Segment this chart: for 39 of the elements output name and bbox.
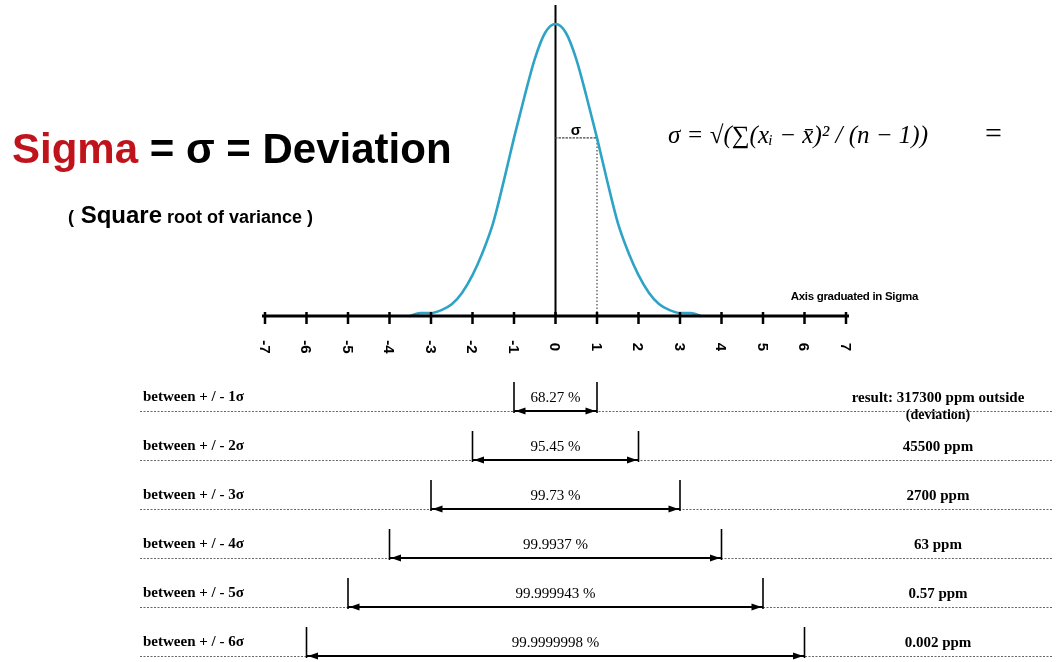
text: result: 317300 ppm outside (deviation) [851,389,1025,423]
text: = [985,116,1002,149]
x-tick-label: 3 [671,342,689,352]
y-tick-label: between + / - 2σ [143,437,245,453]
text: ( Square root of variance ) [68,201,314,228]
x-tick-label: -3 [422,340,440,354]
x-tick-label: -6 [298,340,315,354]
x-tick-label: 5 [754,342,772,352]
x-axis-title: Axis graduated in Sigma [790,290,919,302]
text: 2700 ppm [906,487,970,503]
x-tick-label: 0 [547,342,564,352]
text: 0.57 ppm [908,585,969,601]
annotation: 99.999943 % [515,585,596,601]
y-tick-label: between + / - 3σ [143,486,245,502]
x-tick-label: 1 [588,342,606,352]
text: 63 ppm [914,536,963,552]
x-tick-label: -4 [381,340,398,355]
y-tick-label: between + / - 5σ [143,584,245,600]
annotation: σ = √(∑(xᵢ − x̄)² / (n − 1)) [668,121,929,149]
text: Sigma = σ = Deviation [12,125,452,172]
text: 45500 ppm [902,438,974,454]
x-tick-label: 4 [713,342,730,352]
x-tick-label: -1 [505,340,523,354]
x-tick-label: 6 [796,342,813,352]
annotation: 99.9937 % [523,536,588,552]
y-tick-label: between + / - 4σ [143,535,245,551]
x-tick-label: -7 [256,340,274,354]
x-tick-label: 2 [630,342,647,352]
x-tick-label: -5 [339,340,357,354]
annotation: 95.45 % [530,438,581,454]
y-tick-label: between + / - 1σ [143,388,245,404]
x-tick-label: -2 [464,340,481,354]
annotation: σ [570,121,582,138]
annotation: 68.27 % [530,389,581,405]
annotation: 99.73 % [530,487,581,503]
text: 0.002 ppm [904,634,972,650]
x-tick-label: 7 [837,342,855,352]
y-tick-label: between + / - 6σ [143,633,245,649]
annotation: 99.9999998 % [511,634,600,650]
